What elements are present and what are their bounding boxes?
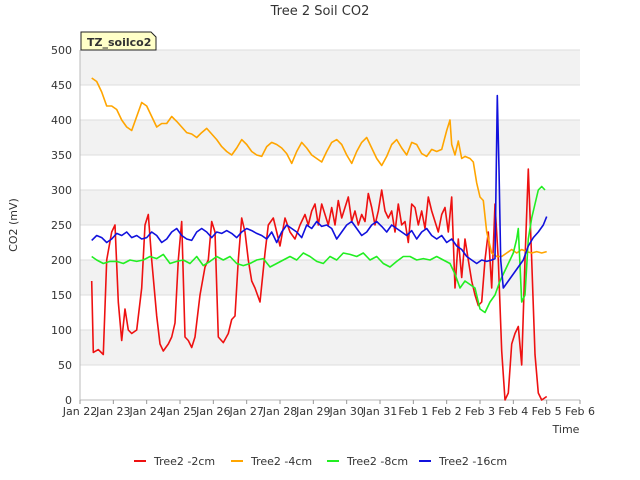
x-tick-label: Feb 4: [498, 405, 528, 418]
y-tick-label: 200: [51, 254, 72, 267]
legend: Tree2 -2cm Tree2 -4cm Tree2 -8cm Tree2 -16c…: [134, 455, 507, 468]
x-tick-label: Jan 25: [162, 405, 197, 418]
legend-label: Tree2 -4cm: [250, 455, 312, 468]
y-tick-label: 400: [51, 114, 72, 127]
x-tick-label: Feb 2: [432, 405, 462, 418]
y-tick-label: 250: [51, 219, 72, 232]
plot-background: [80, 50, 580, 400]
x-tick-label: Feb 1: [398, 405, 428, 418]
plot-band: [80, 330, 580, 365]
plot-band: [80, 50, 580, 85]
legend-label: Tree2 -16cm: [438, 455, 507, 468]
x-tick-label: Jan 27: [228, 405, 263, 418]
y-axis-label: CO2 (mV): [7, 198, 20, 252]
series-lines: [90, 77, 548, 401]
legend-label: Tree2 -8cm: [346, 455, 408, 468]
y-tick-label: 450: [51, 79, 72, 92]
plot-band: [80, 85, 580, 120]
x-tick-label: Jan 23: [95, 405, 130, 418]
y-tick-label: 500: [51, 44, 72, 57]
legend-label: Tree2 -2cm: [153, 455, 215, 468]
y-tick-label: 150: [51, 289, 72, 302]
x-tick-label: Jan 29: [295, 405, 330, 418]
x-axis-label: Time: [552, 423, 580, 436]
x-tick-label: Jan 30: [328, 405, 363, 418]
series-line-tree2-2cm: [90, 168, 548, 401]
x-tick-label: Jan 22: [62, 405, 97, 418]
y-tick-labels: 0 50 100 150 200 250 300 350 400 450 500: [51, 44, 72, 407]
x-tick-label: Feb 5: [532, 405, 562, 418]
y-tick-label: 300: [51, 184, 72, 197]
plot-band: [80, 155, 580, 190]
plot-band: [80, 295, 580, 330]
plot-band: [80, 365, 580, 400]
x-tick-label: Jan 24: [128, 405, 163, 418]
x-tick-label: Feb 6: [565, 405, 595, 418]
y-tick-label: 50: [58, 359, 72, 372]
x-tick-label: Jan 31: [362, 405, 397, 418]
series-line-tree2-4cm: [91, 77, 547, 258]
badge-box: [80, 31, 157, 51]
x-tick-label: Jan 26: [195, 405, 230, 418]
badge-label: TZ_soilco2: [87, 36, 151, 49]
chart-title: Tree 2 Soil CO2: [270, 4, 370, 19]
dataset-badge: TZ_soilco2: [80, 31, 157, 51]
y-tick-label: 350: [51, 149, 72, 162]
series-line-tree2-16cm: [91, 94, 548, 289]
x-tick-label: Feb 3: [465, 405, 495, 418]
y-tick-label: 0: [65, 394, 72, 407]
x-tick-label: Jan 28: [262, 405, 297, 418]
series-line-tree2-8cm: [91, 185, 546, 314]
y-tick-label: 100: [51, 324, 72, 337]
